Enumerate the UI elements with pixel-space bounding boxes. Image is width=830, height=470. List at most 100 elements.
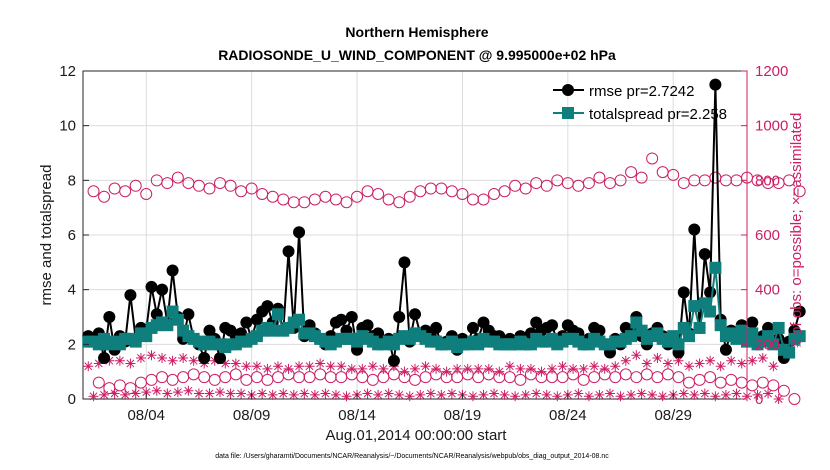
- obs-count-marks: [83, 152, 806, 405]
- x-axis: 08/04 08/09 08/14 08/19 08/24 08/29: [127, 393, 692, 424]
- assimilated-obs-point: [489, 388, 500, 399]
- rmse-point: [709, 78, 722, 91]
- rmse-point: [261, 300, 274, 313]
- possible-obs-point: [667, 168, 680, 181]
- spread-point: [693, 321, 706, 334]
- rmse-point: [156, 283, 169, 296]
- possible-obs-point: [582, 177, 595, 190]
- possible-obs-point: [783, 174, 796, 187]
- x-tick-label: 08/14: [338, 407, 376, 424]
- assimilated-obs-point: [499, 389, 510, 400]
- possible-obs-point: [540, 179, 553, 192]
- assimilated-obs-point: [404, 391, 415, 402]
- assimilated-obs-point: [172, 387, 183, 398]
- assimilated-obs-point: [610, 361, 621, 372]
- y2-tick-label: 200: [755, 336, 780, 353]
- assimilated-obs-point: [768, 361, 779, 372]
- assimilated-obs-point: [151, 385, 162, 396]
- assimilated-obs-point: [525, 363, 536, 374]
- assimilated-obs-point: [689, 389, 700, 400]
- y-axis-left: 0 2 4 6 8 10 12: [59, 63, 89, 408]
- assimilated-obs-point: [599, 363, 610, 374]
- possible-obs-point: [340, 196, 353, 209]
- assimilated-obs-point: [146, 350, 157, 361]
- possible-obs-point: [635, 171, 648, 184]
- assimilated-obs-point: [710, 391, 721, 402]
- assimilated-obs-point: [515, 363, 526, 374]
- assimilated-obs-point: [531, 388, 542, 399]
- y2-tick-label: 600: [755, 227, 780, 244]
- possible-obs-point: [393, 196, 406, 209]
- y2-axis-label: # of obs: o=possible; ×=assimilated: [788, 113, 805, 348]
- assimilated-obs-point: [294, 361, 305, 372]
- assimilated-obs-point: [626, 389, 637, 400]
- spread-point: [767, 338, 780, 351]
- spread-point: [704, 305, 717, 318]
- possible-obs-point: [140, 188, 153, 200]
- possible-obs-point: [456, 188, 469, 200]
- assimilated-obs-point: [573, 388, 584, 399]
- possible-obs-point: [245, 182, 258, 195]
- assimilated-obs-point: [162, 388, 173, 399]
- assimilated-obs-point: [589, 361, 600, 372]
- y-tick-label: 2: [68, 336, 76, 353]
- assimilated-obs-point: [594, 389, 605, 400]
- x-tick-label: 08/24: [549, 407, 587, 424]
- possible-obs-point: [767, 379, 780, 392]
- spread-point: [161, 319, 174, 332]
- rmse-point: [198, 352, 211, 364]
- spread-point: [625, 330, 638, 343]
- assimilated-obs-point: [236, 388, 247, 399]
- assimilated-obs-point: [135, 353, 146, 363]
- assimilated-obs-point: [373, 389, 384, 400]
- spread-point: [683, 330, 696, 343]
- assimilated-obs-point: [120, 389, 131, 400]
- rmse-point: [704, 286, 717, 299]
- assimilated-obs-point: [309, 389, 320, 400]
- assimilated-obs-point: [631, 350, 642, 361]
- possible-obs-point: [777, 384, 790, 397]
- assimilated-obs-point: [773, 394, 784, 404]
- spread-point: [293, 313, 306, 326]
- possible-obs-point: [793, 185, 806, 198]
- assimilated-obs-point: [378, 363, 389, 374]
- assimilated-obs-point: [141, 387, 152, 398]
- rmse-spread-marks: [82, 78, 806, 367]
- possible-obs-point: [161, 177, 174, 190]
- assimilated-obs-point: [536, 366, 547, 377]
- spread-point: [709, 261, 722, 274]
- rmse-point: [398, 256, 411, 269]
- assimilated-obs-point: [662, 358, 673, 369]
- rmse-point: [124, 289, 137, 302]
- assimilated-obs-point: [130, 388, 141, 399]
- assimilated-obs-point: [684, 361, 695, 372]
- assimilated-obs-point: [178, 353, 189, 363]
- assimilated-obs-point: [446, 388, 457, 399]
- assimilated-obs-point: [288, 389, 299, 400]
- x-tick-label: 08/29: [654, 407, 692, 424]
- assimilated-obs-point: [88, 391, 99, 402]
- rmse-point: [166, 264, 179, 277]
- assimilated-obs-point: [763, 388, 774, 399]
- chart-title: Northern Hemisphere: [345, 24, 488, 40]
- assimilated-obs-point: [431, 363, 442, 374]
- assimilated-obs-point: [520, 389, 531, 400]
- rmse-point: [698, 248, 711, 261]
- assimilated-obs-point: [720, 389, 731, 400]
- rmse-point: [546, 319, 559, 332]
- legend-rmse-marker: [562, 84, 574, 96]
- y2-tick-label: 1200: [755, 63, 788, 80]
- possible-obs-point: [704, 371, 717, 384]
- rmse-point: [182, 308, 195, 321]
- spread-point: [266, 324, 279, 337]
- assimilated-obs-point: [636, 388, 647, 399]
- x-tick-label: 08/04: [127, 407, 165, 424]
- assimilated-obs-point: [726, 355, 737, 366]
- rmse-point: [345, 311, 358, 323]
- y-tick-label: 12: [59, 63, 76, 80]
- possible-obs-point: [171, 171, 184, 184]
- assimilated-obs-point: [547, 363, 558, 374]
- spread-point: [746, 327, 759, 340]
- assimilated-obs-point: [188, 355, 199, 366]
